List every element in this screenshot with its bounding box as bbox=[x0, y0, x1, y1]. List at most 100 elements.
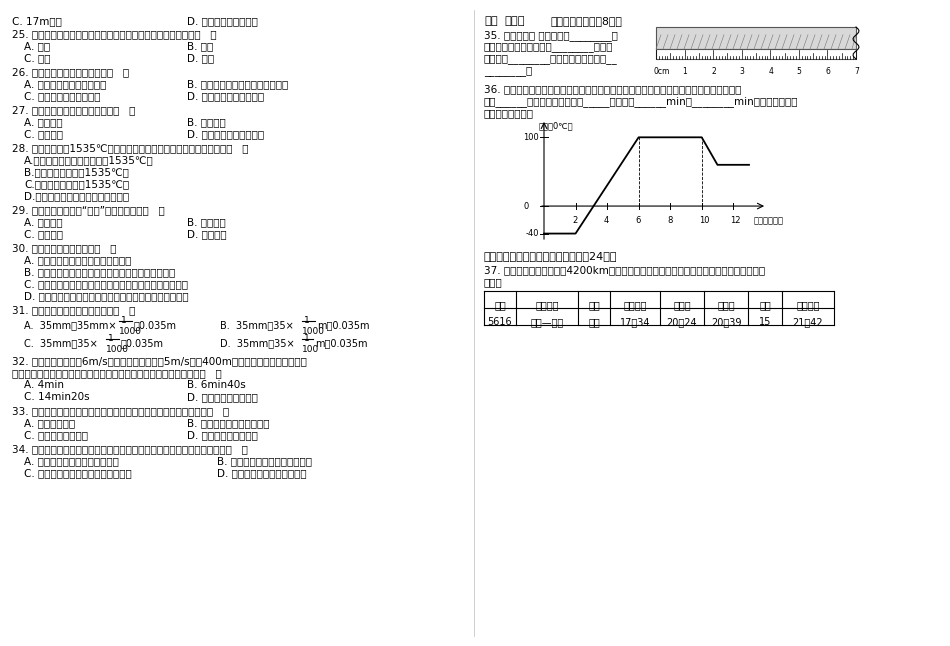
Text: 5: 5 bbox=[797, 67, 802, 76]
Text: C. 使声音的频率更大一些: C. 使声音的频率更大一些 bbox=[24, 91, 101, 101]
Text: 15: 15 bbox=[759, 317, 771, 328]
Text: 温度（0℃）: 温度（0℃） bbox=[539, 121, 574, 130]
Text: B. 在耳朵里塞上一小团棉花: B. 在耳朵里塞上一小团棉花 bbox=[187, 418, 270, 428]
Text: ＝0.035m: ＝0.035m bbox=[134, 320, 177, 330]
Text: -40: -40 bbox=[525, 229, 539, 238]
Text: A. 4min: A. 4min bbox=[24, 380, 64, 390]
Text: 31. 以下单位换算过程正确的是：（   ）: 31. 以下单位换算过程正确的是：（ ） bbox=[12, 305, 135, 315]
Text: D. 使声音的音色更好一些: D. 使声音的音色更好一些 bbox=[187, 91, 264, 101]
Text: D. 任何时间都不会相遇: D. 任何时间都不会相遇 bbox=[187, 392, 257, 402]
Text: 35. 测量长度的 基本工具是________；: 35. 测量长度的 基本工具是________； bbox=[484, 30, 618, 41]
Text: 1000: 1000 bbox=[302, 327, 325, 336]
Text: 时间（分钟）: 时间（分钟） bbox=[754, 216, 784, 225]
Text: D.固态铁的温度低于液态铁的温度。: D.固态铁的温度低于液态铁的温度。 bbox=[24, 191, 129, 201]
Text: m＝0.035m: m＝0.035m bbox=[317, 320, 370, 330]
Text: A. 一定升高: A. 一定升高 bbox=[24, 117, 63, 127]
Text: 17：34: 17：34 bbox=[619, 317, 650, 328]
Text: 四、计算题和问答题（每题六分，全24分）: 四、计算题和问答题（每题六分，全24分） bbox=[484, 251, 618, 261]
Text: C. 一定降低: C. 一定降低 bbox=[24, 129, 63, 139]
Text: 本站到: 本站到 bbox=[674, 300, 691, 310]
Text: 20：24: 20：24 bbox=[667, 317, 697, 328]
Text: 本站开: 本站开 bbox=[717, 300, 734, 310]
Text: 1000: 1000 bbox=[106, 345, 129, 354]
Text: D. 液化现象: D. 液化现象 bbox=[187, 229, 227, 239]
Text: C. 17m以内: C. 17m以内 bbox=[12, 16, 62, 26]
Text: 运行时间: 运行时间 bbox=[535, 300, 559, 310]
Text: B. 汽化: B. 汽化 bbox=[187, 41, 213, 51]
Text: 4: 4 bbox=[769, 67, 773, 76]
Text: 12: 12 bbox=[731, 216, 741, 225]
Text: 5616: 5616 bbox=[487, 317, 512, 328]
Text: 0cm: 0cm bbox=[654, 67, 671, 76]
Text: 速度。: 速度。 bbox=[484, 277, 503, 287]
Text: D.  35mm＝35×: D. 35mm＝35× bbox=[220, 338, 294, 348]
Text: C.  35mm＝35×: C. 35mm＝35× bbox=[24, 338, 98, 348]
Text: D. 站在任何远处都可以: D. 站在任何远处都可以 bbox=[187, 16, 257, 26]
Text: B.液态铁的温度高于1535℃；: B.液态铁的温度高于1535℃； bbox=[24, 167, 129, 177]
Text: 10: 10 bbox=[698, 216, 710, 225]
Text: 实验题: 实验题 bbox=[504, 16, 524, 26]
Text: D. 禁止来往车辆鸣喇叭: D. 禁止来往车辆鸣喇叭 bbox=[187, 430, 257, 440]
Text: 三、: 三、 bbox=[484, 16, 498, 26]
Text: A.液态铁和固态铁的温度都是1535℃；: A.液态铁和固态铁的温度都是1535℃； bbox=[24, 155, 154, 165]
Text: C. 男歌唱家的声音频率比女歌唱家小: C. 男歌唱家的声音频率比女歌唱家小 bbox=[24, 468, 132, 478]
Text: 点是______摄氏度，水的汸点是_____摄氏度。______min到________min的这段时间内水: 点是______摄氏度，水的汸点是_____摄氏度。______min到____… bbox=[484, 96, 799, 107]
Text: 34. 男低音歌唱放声歌唱，女高音歌唱家轻声伴唱，以下判断不正确的是：（   ）: 34. 男低音歌唱放声歌唱，女高音歌唱家轻声伴唱，以下判断不正确的是：（ ） bbox=[12, 444, 248, 454]
Text: ________。: ________。 bbox=[484, 66, 532, 76]
Text: 1: 1 bbox=[682, 67, 687, 76]
Text: 7: 7 bbox=[854, 67, 859, 76]
Text: A. 速度越大的物体，运动的路程越长: A. 速度越大的物体，运动的路程越长 bbox=[24, 255, 131, 265]
Text: 普快: 普快 bbox=[588, 317, 599, 328]
Text: 6: 6 bbox=[826, 67, 830, 76]
Text: B. 男歌唱家的音调比女歌唱家高: B. 男歌唱家的音调比女歌唱家高 bbox=[217, 456, 312, 466]
Text: B.  35mm＝35×: B. 35mm＝35× bbox=[220, 320, 294, 330]
Text: B. 在相等时间内，速度越大的物体，运动的路程越长: B. 在相等时间内，速度越大的物体，运动的路程越长 bbox=[24, 267, 175, 277]
Text: 始发时间: 始发时间 bbox=[623, 300, 647, 310]
Text: 6: 6 bbox=[636, 216, 641, 225]
Text: 25. 冬天晴在外面的衣服结了冰仍可以干，发生的物态变化是：（   ）: 25. 冬天晴在外面的衣服结了冰仍可以干，发生的物态变化是：（ ） bbox=[12, 29, 217, 39]
Bar bbox=[656, 27, 856, 49]
Text: m＝0.035m: m＝0.035m bbox=[315, 338, 368, 348]
Text: 车次: 车次 bbox=[494, 300, 505, 310]
Text: B. 一定不变: B. 一定不变 bbox=[187, 117, 226, 127]
Text: C.液态铁的温度低于1535℃。: C.液态铁的温度低于1535℃。 bbox=[24, 179, 129, 189]
Text: 跑，若他们跑步的速度保持不变，则经过多少时间他们第一次相遇：（   ）: 跑，若他们跑步的速度保持不变，则经过多少时间他们第一次相遇：（ ） bbox=[12, 368, 221, 378]
Text: 3: 3 bbox=[740, 67, 745, 76]
Text: D. 升华: D. 升华 bbox=[187, 53, 214, 63]
Text: 8: 8 bbox=[667, 216, 673, 225]
Text: 正处于汸腾阶段。: 正处于汸腾阶段。 bbox=[484, 108, 534, 118]
Text: 2: 2 bbox=[712, 67, 716, 76]
Text: 0: 0 bbox=[523, 202, 529, 211]
Text: 26. 使用喚话筒说话，是为了：（   ）: 26. 使用喚话筒说话，是为了：（ ） bbox=[12, 67, 129, 77]
Text: 终到时间: 终到时间 bbox=[796, 300, 820, 310]
Text: 右图中的刻度尺的量程是________，最小: 右图中的刻度尺的量程是________，最小 bbox=[484, 42, 614, 52]
Text: 27. 物体吸收热量则物体的温度：（   ）: 27. 物体吸收热量则物体的温度：（ ） bbox=[12, 105, 135, 115]
Text: 站停: 站停 bbox=[759, 300, 770, 310]
Text: B. 6min40s: B. 6min40s bbox=[187, 380, 246, 390]
Text: 1: 1 bbox=[108, 334, 114, 343]
Text: 21：42: 21：42 bbox=[792, 317, 824, 328]
Text: 1: 1 bbox=[304, 316, 310, 325]
Text: D. 可能升高，也可能不变: D. 可能升高，也可能不变 bbox=[187, 129, 264, 139]
Text: 2: 2 bbox=[573, 216, 578, 225]
Text: C. 14min20s: C. 14min20s bbox=[24, 392, 89, 402]
Text: 1: 1 bbox=[304, 334, 310, 343]
Text: 100: 100 bbox=[523, 133, 539, 142]
Text: D. 男、女歌唱家的音色不一样: D. 男、女歌唱家的音色不一样 bbox=[217, 468, 307, 478]
Text: 29. 夏天，冰棍周围冒“白气”的现象属于：（   ）: 29. 夏天，冰棍周围冒“白气”的现象属于：（ ） bbox=[12, 205, 164, 215]
Text: ＝0.035m: ＝0.035m bbox=[121, 338, 164, 348]
Text: A. 使声音的传播速度更快些: A. 使声音的传播速度更快些 bbox=[24, 79, 106, 89]
Text: 刻度値是________，被测物体的长度是__: 刻度値是________，被测物体的长度是__ bbox=[484, 54, 618, 64]
Text: 1: 1 bbox=[121, 316, 126, 325]
Text: 30. 下列说法中正确的是：（   ）: 30. 下列说法中正确的是：（ ） bbox=[12, 243, 117, 253]
Text: 贵阳—桐棓: 贵阳—桐棓 bbox=[530, 317, 563, 328]
Text: A. 升华现象: A. 升华现象 bbox=[24, 217, 63, 227]
Text: 28. 纯铁的熳点是1535℃，如果在液态铁中存在有固态铁，则此时：（   ）: 28. 纯铁的熳点是1535℃，如果在液态铁中存在有固态铁，则此时：（ ） bbox=[12, 143, 249, 153]
Text: A. 蜂发: A. 蜂发 bbox=[24, 41, 50, 51]
Text: B. 凝华现象: B. 凝华现象 bbox=[187, 217, 226, 227]
Text: 100: 100 bbox=[302, 345, 319, 354]
Text: C. 凝固: C. 凝固 bbox=[24, 53, 50, 63]
Text: B. 减小声音分散，使响度更大一些: B. 减小声音分散，使响度更大一些 bbox=[187, 79, 288, 89]
Text: C. 汽化现象: C. 汽化现象 bbox=[24, 229, 63, 239]
Text: 32. 甲运动员的速度是6m/s，乙运动员的速度是5m/s，从400m环形跑道的同一起点同时起: 32. 甲运动员的速度是6m/s，乙运动员的速度是5m/s，从400m环形跑道的… bbox=[12, 356, 307, 366]
